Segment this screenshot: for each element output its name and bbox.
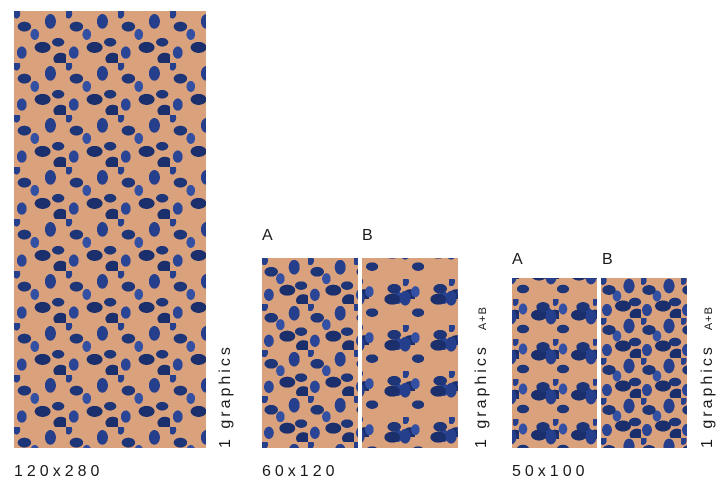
pattern-panel-120x280 [14,11,206,448]
graphics-count-label: 1 graphics [473,344,490,448]
graphics-count-label: 1 graphics [699,344,716,448]
graphics-parts-label: A+B [477,306,489,331]
pattern-panel-60x120-a [262,258,358,448]
pattern-panel-50x100-b [601,278,687,448]
panel-letter-a: A [262,227,273,244]
graphics-parts-label: A+B [703,306,715,331]
size-label-60x120: 60x120 [262,463,339,480]
panel-letter-b: B [362,227,373,244]
size-label-50x100: 50x100 [512,463,589,480]
vertical-label-60x120: 1 graphics A+B [473,306,491,448]
graphics-count-label: 1 graphics [217,344,234,448]
pattern-panel-50x100-a [512,278,597,448]
size-label-120x280: 120x280 [14,463,104,480]
panel-letter-a: A [512,251,523,268]
panel-letter-b: B [602,251,613,268]
vertical-label-120x280: 1 graphics [217,344,234,448]
pattern-panel-60x120-b [362,258,458,448]
vertical-label-50x100: 1 graphics A+B [699,306,717,448]
